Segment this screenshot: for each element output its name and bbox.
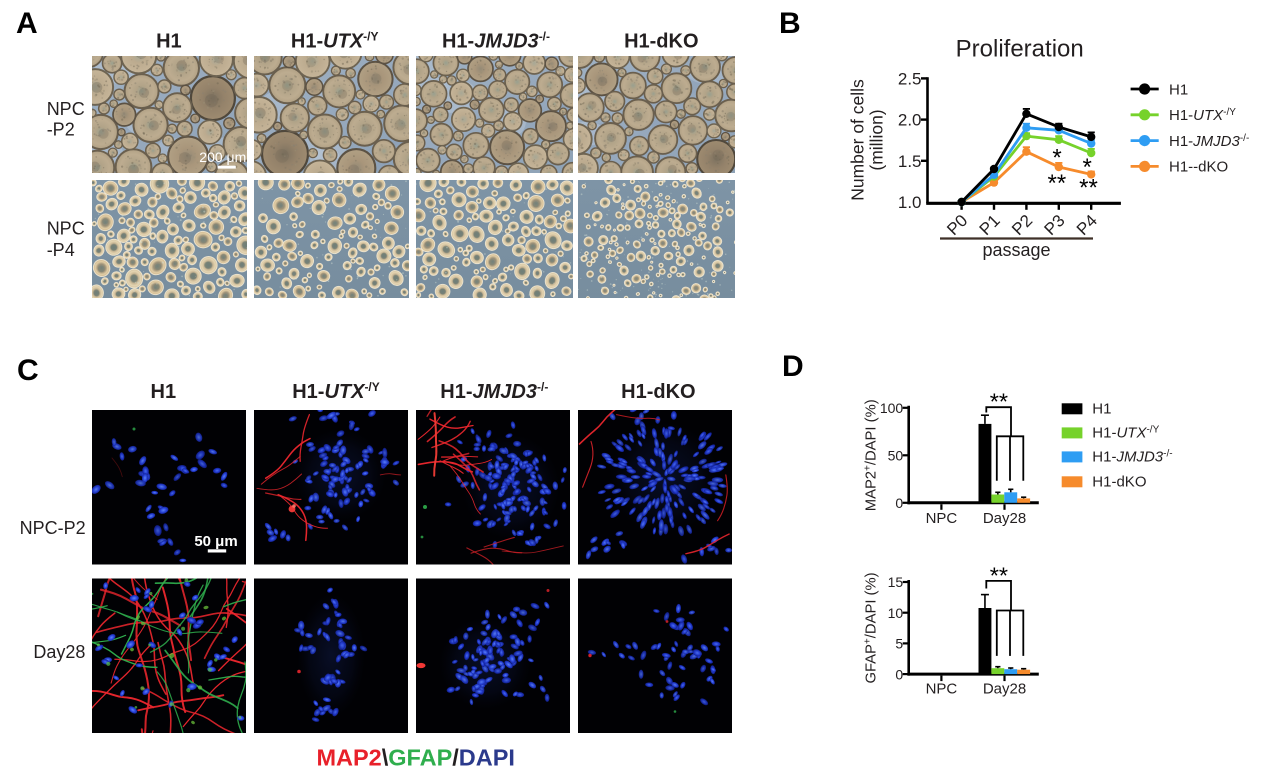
- svg-text:**: **: [1048, 170, 1067, 197]
- svg-text:50: 50: [888, 448, 904, 464]
- svg-text:1.0: 1.0: [898, 193, 922, 212]
- svg-text:2.5: 2.5: [898, 69, 922, 88]
- svg-text:0: 0: [895, 666, 903, 682]
- svg-text:NPC-P2: NPC-P2: [20, 518, 86, 538]
- svg-text:MAP2\GFAP/DAPI: MAP2\GFAP/DAPI: [316, 745, 515, 771]
- svg-text:H1-dKO: H1-dKO: [1092, 474, 1146, 491]
- svg-text:B: B: [779, 7, 801, 40]
- svg-text:10: 10: [888, 605, 904, 621]
- svg-text:GFAP+/DAPI (%): GFAP+/DAPI (%): [863, 572, 880, 683]
- svg-text:(million): (million): [867, 109, 887, 170]
- svg-text:0: 0: [895, 495, 903, 511]
- svg-text:H1-JMJD3-/-: H1-JMJD3-/-: [1092, 449, 1172, 466]
- svg-text:passage: passage: [982, 240, 1050, 260]
- svg-text:-P4: -P4: [47, 240, 75, 260]
- svg-text:5: 5: [895, 636, 903, 652]
- svg-text:50 μm: 50 μm: [194, 533, 237, 550]
- svg-text:*: *: [1083, 154, 1092, 181]
- svg-text:Number of cells: Number of cells: [848, 79, 868, 201]
- svg-text:H1-dKO: H1-dKO: [621, 381, 695, 403]
- svg-text:NPC: NPC: [926, 510, 958, 527]
- svg-text:100: 100: [880, 400, 904, 416]
- svg-text:Day28: Day28: [983, 680, 1026, 697]
- svg-text:H1: H1: [151, 381, 177, 403]
- svg-text:H1: H1: [156, 31, 182, 53]
- svg-text:H1-UTX-/Y: H1-UTX-/Y: [291, 30, 379, 53]
- svg-text:1.5: 1.5: [898, 152, 922, 171]
- svg-text:H1-JMJD3-/-: H1-JMJD3-/-: [1169, 133, 1249, 150]
- svg-text:H1: H1: [1092, 401, 1111, 418]
- svg-text:NPC: NPC: [47, 219, 85, 239]
- svg-text:**: **: [1079, 175, 1098, 202]
- svg-text:MAP2+/DAPI (%): MAP2+/DAPI (%): [863, 399, 880, 511]
- svg-text:2.0: 2.0: [898, 111, 922, 130]
- svg-text:H1-UTX-/Y: H1-UTX-/Y: [1092, 425, 1159, 442]
- svg-text:-P2: -P2: [47, 120, 75, 140]
- svg-text:**: **: [990, 389, 1008, 415]
- svg-text:H1--dKO: H1--dKO: [1169, 159, 1228, 176]
- svg-text:15: 15: [888, 574, 904, 590]
- svg-text:200 μm: 200 μm: [199, 149, 246, 165]
- svg-text:NPC: NPC: [926, 680, 958, 697]
- svg-text:H1-dKO: H1-dKO: [624, 31, 698, 53]
- svg-text:*: *: [1052, 145, 1061, 172]
- svg-text:Day28: Day28: [983, 510, 1026, 527]
- svg-text:A: A: [16, 7, 38, 40]
- svg-text:H1-UTX-/Y: H1-UTX-/Y: [292, 380, 380, 403]
- svg-text:H1-JMJD3-/-: H1-JMJD3-/-: [442, 30, 550, 53]
- svg-text:Proliferation: Proliferation: [956, 36, 1084, 63]
- svg-text:D: D: [782, 350, 804, 383]
- svg-text:H1-UTX-/Y: H1-UTX-/Y: [1169, 107, 1236, 124]
- svg-text:H1-JMJD3-/-: H1-JMJD3-/-: [440, 380, 548, 403]
- svg-text:H1: H1: [1169, 81, 1188, 98]
- svg-text:**: **: [990, 563, 1008, 589]
- svg-text:C: C: [17, 354, 39, 387]
- svg-text:NPC: NPC: [47, 99, 85, 119]
- svg-text:Day28: Day28: [33, 642, 85, 662]
